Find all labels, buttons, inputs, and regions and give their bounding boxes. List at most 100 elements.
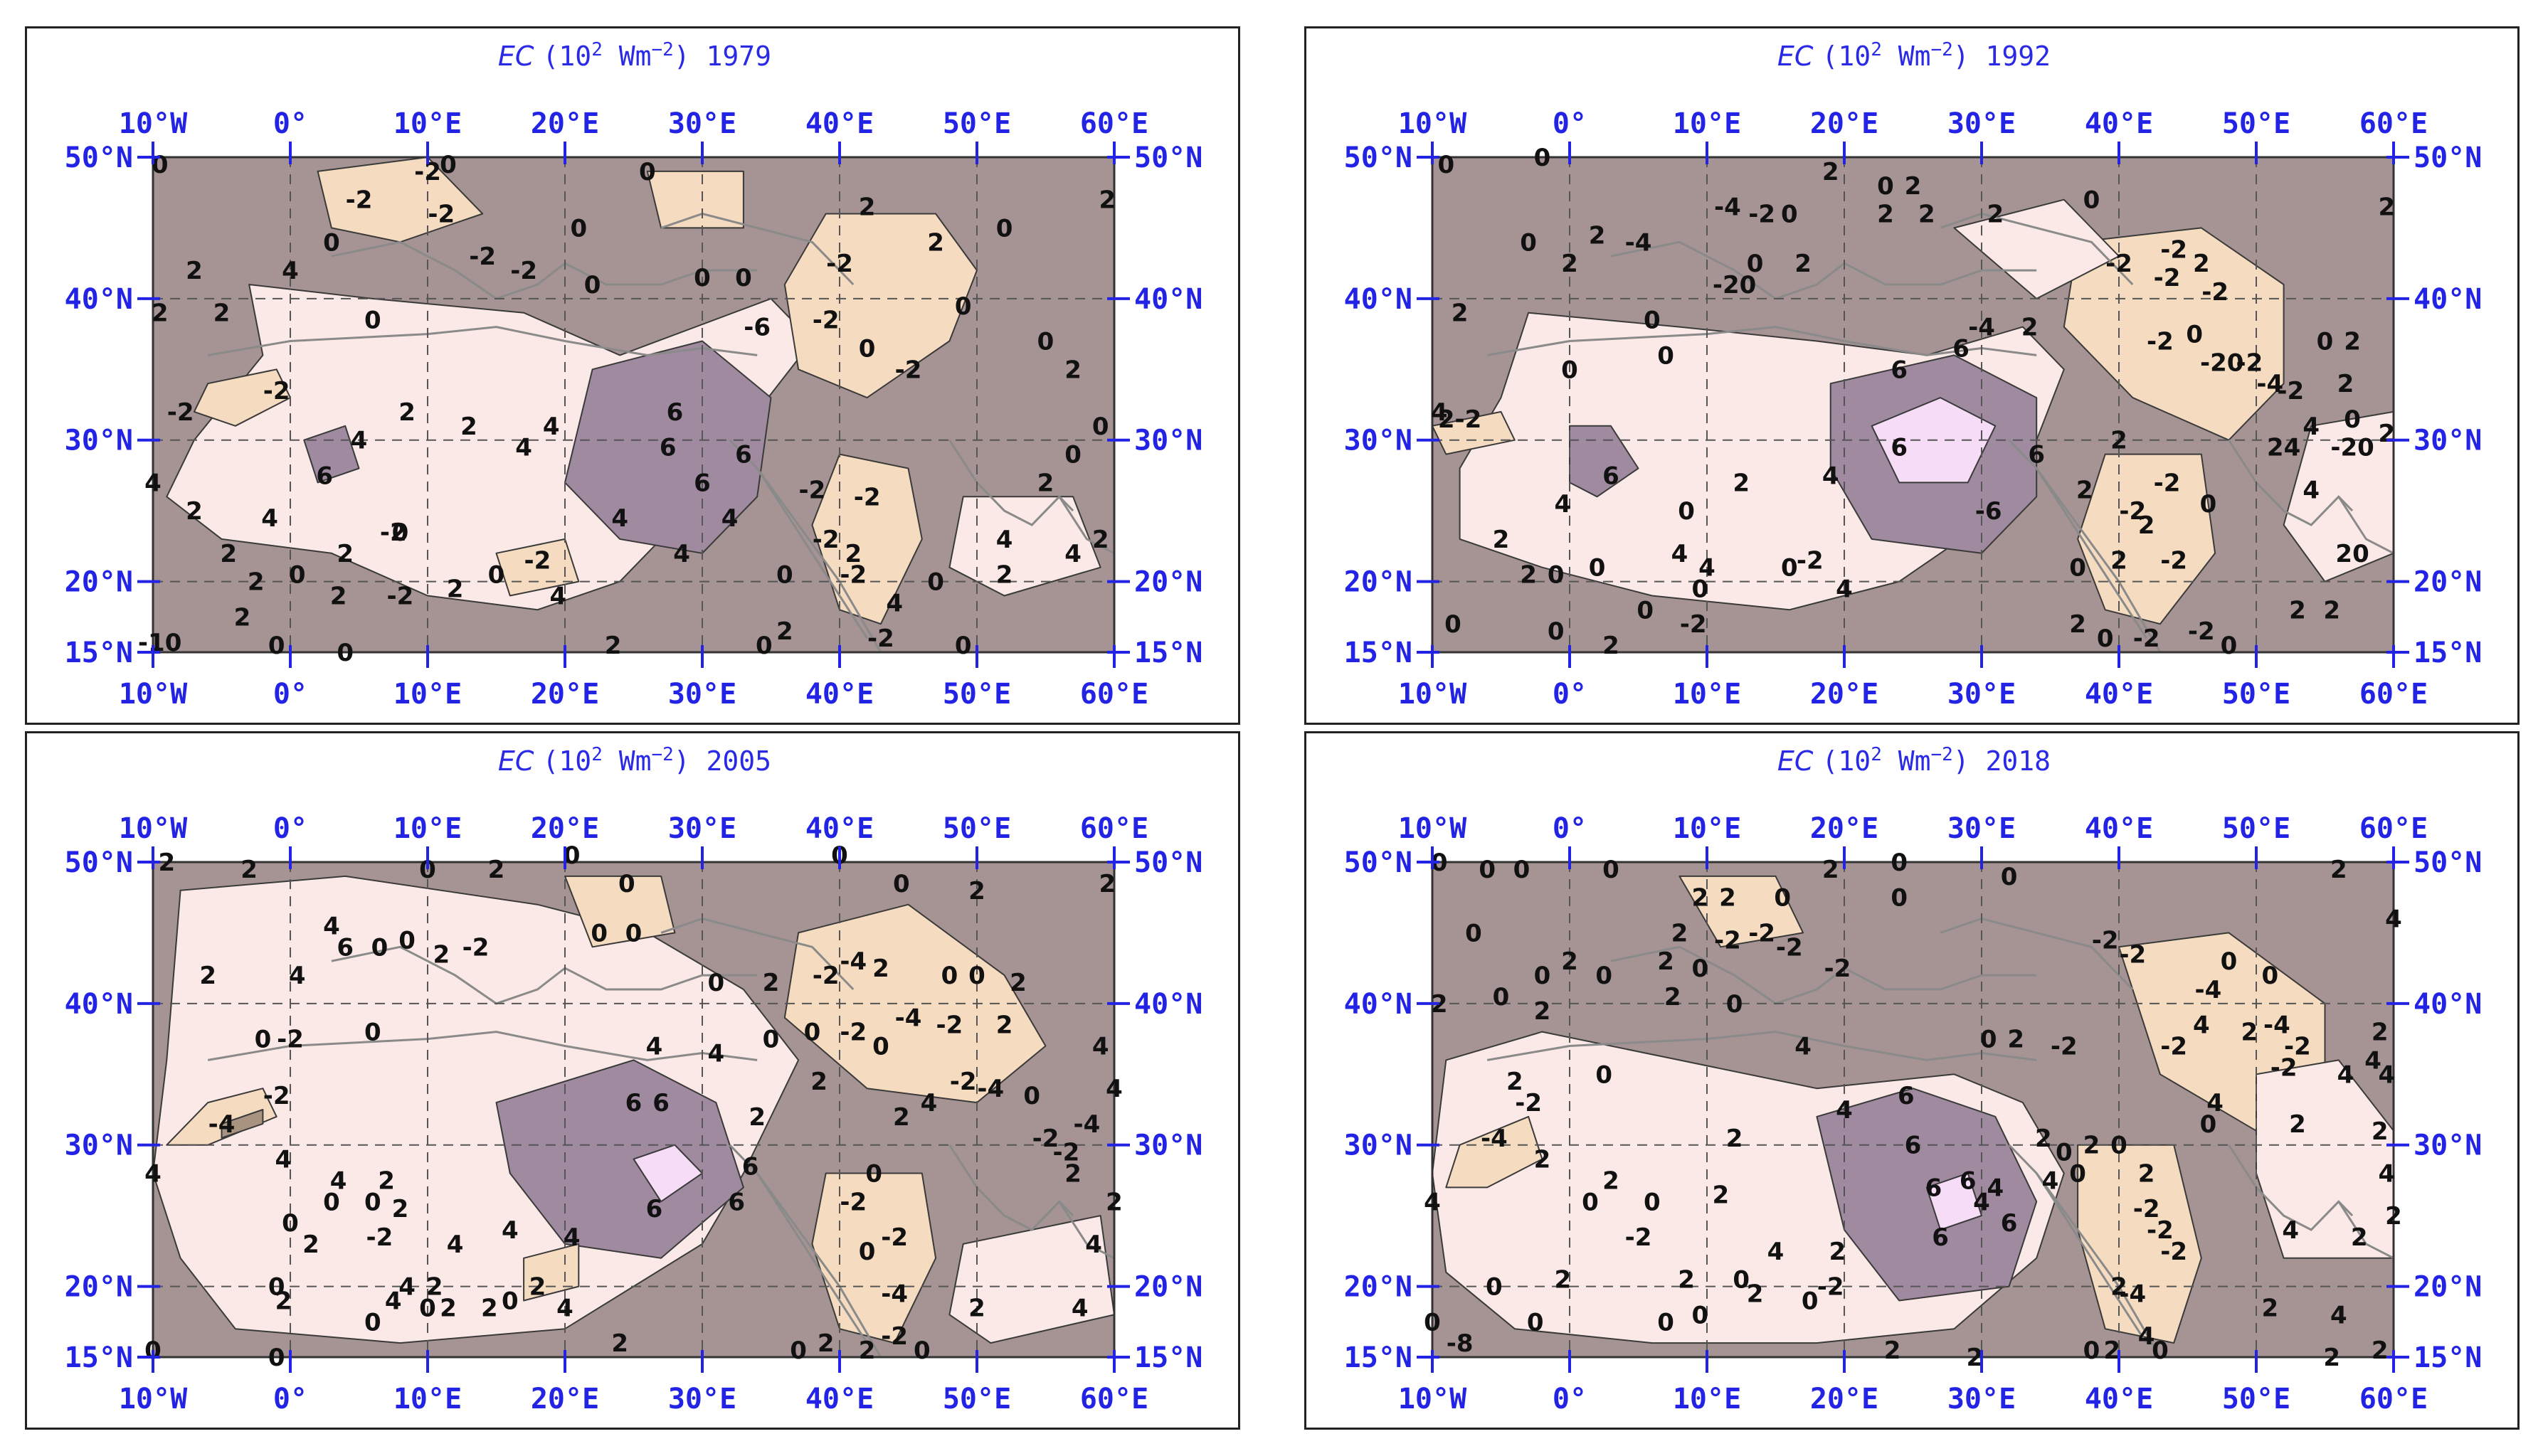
contour-label: 4 (1698, 554, 1715, 583)
contour-label: 4 (447, 1231, 464, 1259)
coastline (1058, 496, 1114, 555)
contour-label: 6 (652, 1089, 670, 1117)
contour-label: 2 (605, 632, 622, 660)
contour-label: -2 (277, 1026, 304, 1054)
contour-label: 0 (1589, 554, 1606, 583)
contour-label: 2 (2330, 856, 2347, 884)
contour-label: 2 (2110, 427, 2127, 455)
contour-label: 0 (2083, 186, 2100, 215)
lon-label-bottom: 0° (273, 678, 307, 711)
contour-label: 4 (275, 1146, 292, 1174)
map-panel-1992: 0 0 2 0 2 2 2 2 0 2 0 2 -4 -4 -2 0 -2 -2 2 2 0 2 -2 -2 2 -20 0 -4 2-… (1304, 26, 2520, 725)
contour-label: 6 (694, 469, 711, 497)
coastline (729, 1144, 868, 1344)
lat-label-left: 40°N (65, 283, 133, 316)
contour-region-lvl_m2 (646, 170, 744, 229)
lon-label-bottom: 20°E (1810, 678, 1878, 711)
contour-label: 2 (1794, 250, 1812, 278)
contour-label: 4 (556, 1294, 573, 1322)
contour-label: 2 (398, 398, 416, 427)
contour-label: -2 (2154, 469, 2181, 497)
contour-label: 0 (1486, 1273, 1503, 1302)
contour-label: 2 (1664, 983, 1681, 1011)
contour-region-lvl_m2 (783, 903, 1047, 1104)
coastline (2337, 1201, 2394, 1260)
contour-label: 0 (996, 214, 1013, 243)
contour-label: 2 (1534, 997, 1551, 1026)
contour-label: 2 (996, 561, 1013, 590)
lat-label-right: 20°N (1134, 566, 1202, 599)
contour-label: 2 (481, 1294, 498, 1322)
contour-label: -2 (2160, 547, 2187, 575)
contour-region-lvl_m2 (1432, 410, 1516, 455)
lat-label-right: 50°N (2414, 846, 2482, 879)
contour-region-lvl_m2 (1678, 875, 1804, 948)
lon-label-bottom: 30°E (1947, 1383, 2016, 1415)
contour-label: -2 (867, 625, 894, 653)
contour-label: 0 (735, 264, 752, 292)
contour-region-lvl_2 (1953, 198, 2120, 299)
lat-label-left: 40°N (1344, 988, 1412, 1021)
lon-label-top: 60°E (2359, 107, 2428, 140)
map-svg: 000020002422002-2-2-2-2-2002020-2-402022… (1344, 744, 2483, 1415)
contour-label: 6 (1932, 1223, 1949, 1252)
contour-label: 0 (2056, 1139, 2073, 1167)
lon-label-top: 50°E (2222, 107, 2290, 140)
panel-title: EC (102 Wm−2) 2005 (498, 744, 771, 777)
contour-label: -4 (1074, 1110, 1101, 1139)
contour-label: -2 (1515, 1089, 1542, 1117)
contour-label: 0 (419, 856, 436, 884)
contour-label: 2 (2007, 1026, 2024, 1054)
contour-label: 4 (144, 469, 162, 497)
lat-label-left: 20°N (1344, 566, 1412, 599)
lon-label-top: 10°W (119, 812, 188, 845)
contour-label: 0 (1657, 341, 1674, 370)
contour-label: 4 (2282, 1216, 2299, 1245)
contour-label: -2 (813, 962, 840, 990)
lat-label-right: 30°N (1134, 1130, 1202, 1162)
contour-label: 4 (398, 1273, 416, 1302)
contour-label: -2 (2284, 1033, 2311, 1061)
contour-label: 2 (859, 193, 876, 222)
contour-label: 0 (618, 870, 635, 898)
contour-label: 6 (1925, 1174, 1942, 1202)
contour-label: -6 (744, 314, 771, 342)
contour-label: -2 (2119, 940, 2146, 969)
contour-label: -2 (366, 1223, 393, 1252)
contour-label: 0 (776, 561, 793, 590)
contour-region-lvl_m2 (193, 368, 291, 427)
lat-label-right: 40°N (2414, 988, 2482, 1021)
lat-label-right: 20°N (2414, 566, 2482, 599)
contour-label: 0 (1657, 1308, 1674, 1337)
lat-label-right: 40°N (2414, 283, 2482, 316)
contour-label: 2 (2344, 328, 2361, 356)
contour-label: 2 (1520, 561, 1537, 590)
lon-label-bottom: 20°E (531, 1383, 599, 1415)
contour-label: 0 (392, 519, 409, 547)
contour-label: 0 (440, 151, 457, 179)
contour-label: 0 (371, 933, 388, 962)
contour-label: 0 (1513, 856, 1530, 884)
contour-label: 4 (2206, 1089, 2224, 1117)
lon-label-top: 10°E (1673, 107, 1741, 140)
contour-label: 0 (1692, 1301, 1709, 1329)
lon-label-top: 0° (273, 812, 307, 845)
contour-label: 2 (845, 540, 862, 568)
contour-label: -4 (2256, 370, 2283, 398)
contour-label: 2 (2372, 1337, 2389, 1365)
contour-label: 6 (2001, 1209, 2018, 1238)
contour-label: 0 (268, 1344, 285, 1372)
contour-label: -2 (1680, 610, 1707, 639)
contour-label: 2 (2076, 476, 2093, 504)
contour-region-lvl_2 (948, 496, 1101, 597)
contour-label: 2 (1506, 1068, 1523, 1096)
lon-label-top: 0° (273, 107, 307, 140)
contour-label: 0 (2110, 1132, 2127, 1160)
contour-label: 0 (1891, 884, 1908, 913)
contour-label: 0 (1802, 1287, 1819, 1315)
contour-label: 4 (1085, 1231, 1102, 1259)
contour-label: 2 (529, 1273, 546, 1302)
contour-regions (153, 875, 1114, 1357)
contour-label: -2 (2147, 328, 2174, 356)
